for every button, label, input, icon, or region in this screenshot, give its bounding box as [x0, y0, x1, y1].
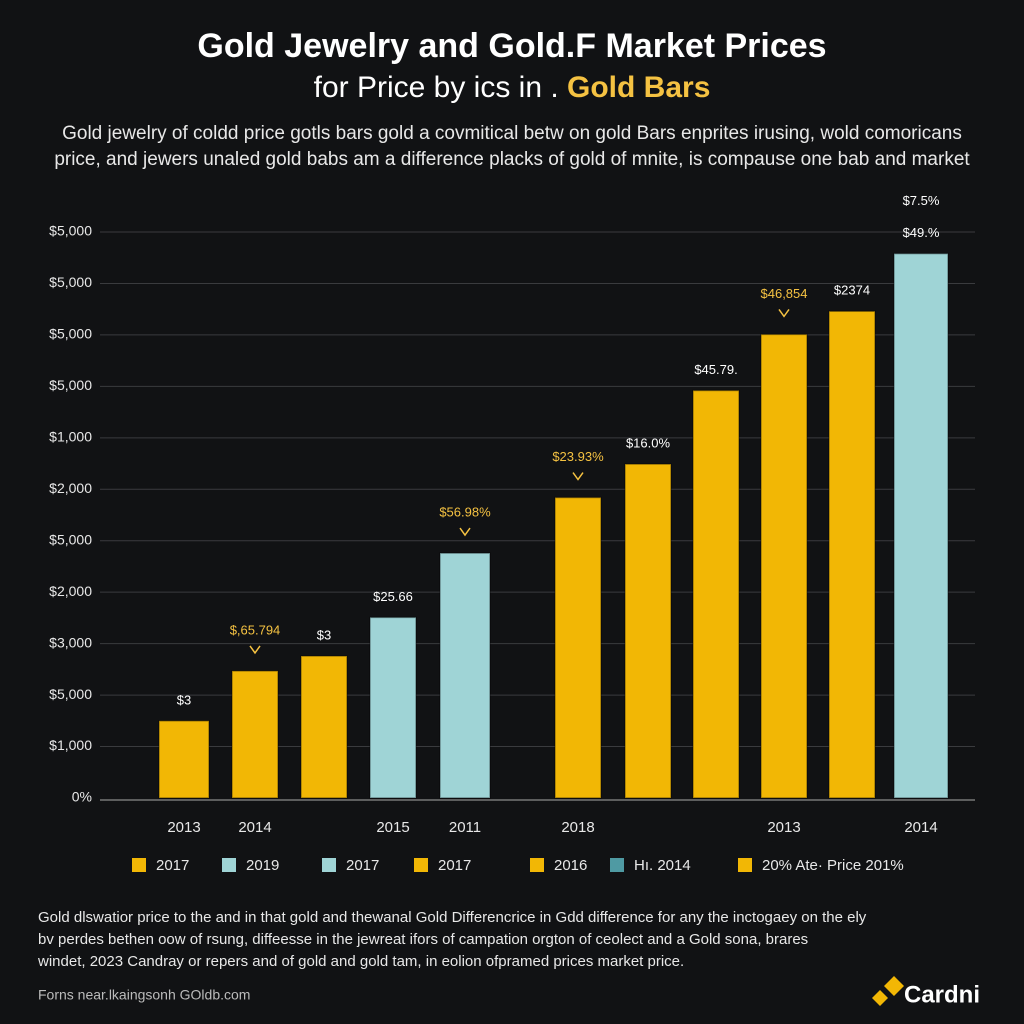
- footnote-line: windet, 2023 Candray or repers and of go…: [37, 953, 684, 970]
- y-tick-label: $2,000: [49, 480, 92, 496]
- brand-logo: Cardni: [872, 976, 980, 1008]
- legend-swatch: [610, 858, 624, 872]
- x-tick-label: 2014: [904, 819, 937, 836]
- y-tick-label: $5,000: [49, 686, 92, 702]
- y-tick-label: $5,000: [49, 531, 92, 547]
- bar: [893, 252, 949, 799]
- y-tick-label: $2,000: [49, 583, 92, 599]
- legend-label: 2017: [156, 857, 189, 874]
- x-tick-label: 2013: [767, 819, 800, 836]
- bar: [231, 670, 279, 799]
- bar: [624, 463, 672, 799]
- y-tick-label: $5,000: [49, 274, 92, 290]
- y-tick-label: $3,000: [49, 634, 92, 650]
- x-tick-label: 2018: [561, 819, 594, 836]
- footnote-line: bv perdes bethen oow of rsung, diffeesse…: [38, 931, 808, 948]
- bar-annotation: $7.5%: [903, 193, 940, 208]
- y-tick-label: $1,000: [49, 429, 92, 445]
- legend-swatch: [222, 858, 236, 872]
- footnote-line: Gold dlswatior price to the and in that …: [38, 909, 867, 926]
- bar-annotation: $56.98%: [439, 505, 491, 520]
- description-line: price, and jewers unaled gold babs am a …: [54, 149, 970, 170]
- legend-label: 2017: [438, 857, 471, 874]
- annotation-caret: [459, 527, 471, 537]
- legend-swatch: [738, 858, 752, 872]
- y-tick-label: $5,000: [49, 326, 92, 342]
- bar: [439, 552, 491, 799]
- subtitle-highlight: Gold Bars: [567, 71, 710, 104]
- bar-annotation: $46,854: [761, 286, 808, 301]
- x-tick-label: 2014: [238, 819, 271, 836]
- bar: [158, 720, 210, 799]
- bar-annotation: $3: [177, 692, 191, 707]
- annotation-caret: [249, 645, 261, 655]
- bar: [300, 655, 348, 799]
- bar: [692, 389, 740, 799]
- bar-annotation: $23.93%: [552, 449, 604, 464]
- legend-label: 2017: [346, 857, 379, 874]
- legend-label: 2016: [554, 857, 587, 874]
- y-tick-label: $1,000: [49, 737, 92, 753]
- legend-swatch: [530, 858, 544, 872]
- legend-swatch: [132, 858, 146, 872]
- chart-subtitle: for Price by ics in . Gold Bars: [314, 71, 711, 104]
- annotation-caret: [778, 308, 790, 318]
- legend-swatch: [322, 858, 336, 872]
- legend-label: 20% Ate· Price 201%: [762, 857, 904, 874]
- subtitle-part: for Price by ics in .: [314, 71, 567, 104]
- y-tick-label: $5,000: [49, 223, 92, 239]
- bar: [828, 310, 876, 799]
- y-tick-label: $5,000: [49, 377, 92, 393]
- bar-annotation: $16.0%: [626, 435, 671, 450]
- x-tick-label: 2015: [376, 819, 409, 836]
- bar-annotation: $3: [317, 627, 331, 642]
- brand-icon: [872, 976, 904, 1006]
- legend-label: 2019: [246, 857, 279, 874]
- legend-swatch: [414, 858, 428, 872]
- bar: [369, 616, 417, 799]
- bar: [554, 496, 602, 799]
- y-tick-label: 0%: [72, 789, 92, 805]
- brand-name: Cardni: [904, 981, 980, 1008]
- bar-annotation: $25.66: [373, 589, 413, 604]
- bar-annotation: $49.%: [903, 225, 940, 240]
- bar-annotation: $2374: [834, 283, 870, 298]
- bar-annotation: $45.79.: [694, 362, 737, 377]
- source: Forns near.lkaingsonh GOldb.com: [38, 987, 250, 1003]
- legend-label: Hı. 2014: [634, 857, 691, 874]
- bar-annotation: $,65.794: [230, 622, 281, 637]
- chart-title: Gold Jewelry and Gold.F Market Prices: [197, 27, 826, 65]
- annotation-caret: [572, 472, 584, 481]
- bar: [760, 333, 808, 799]
- description-line: Gold jewelry of coldd price gotls bars g…: [62, 123, 962, 144]
- x-tick-label: 2011: [449, 819, 481, 836]
- x-tick-label: 2013: [167, 819, 200, 836]
